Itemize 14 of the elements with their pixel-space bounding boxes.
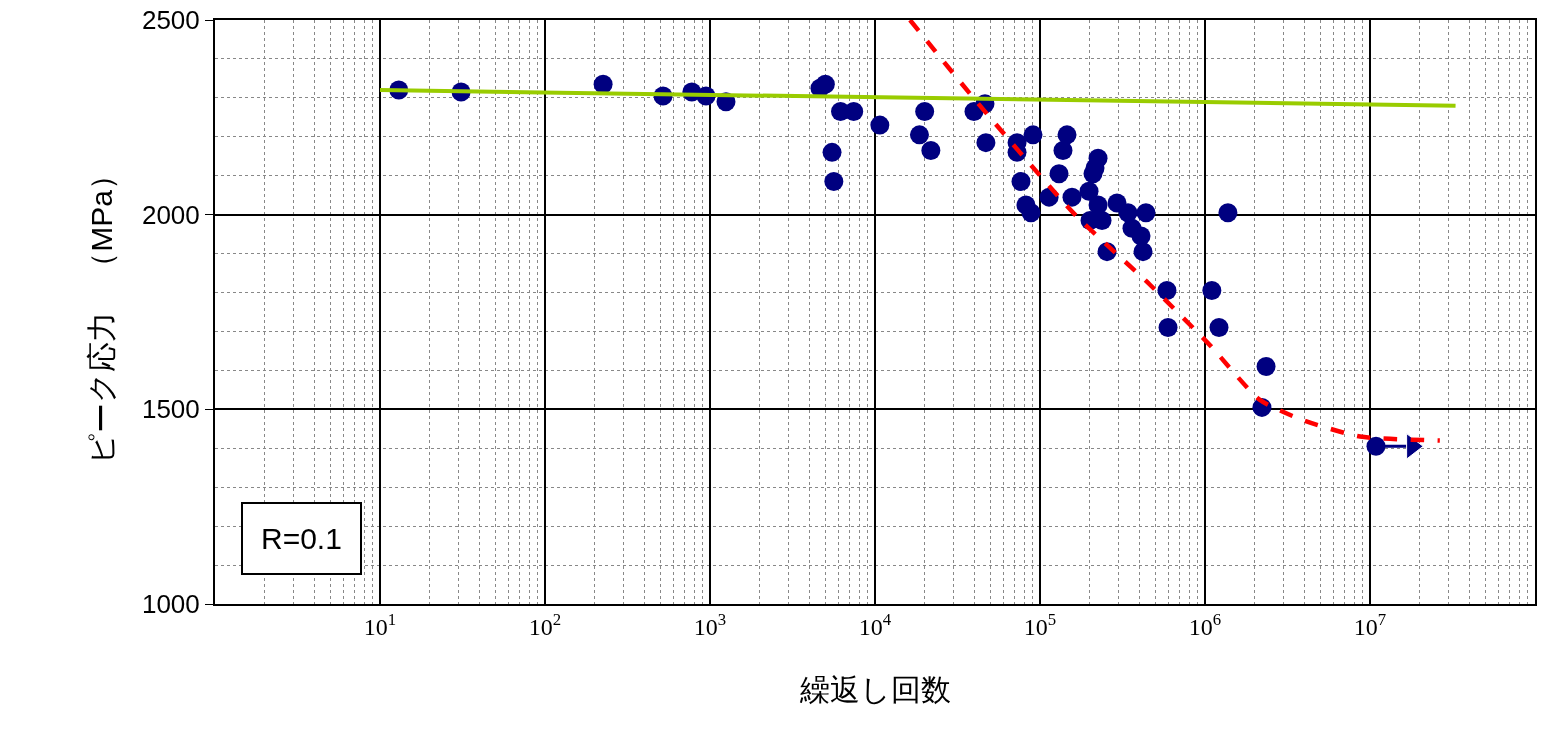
y-tick-label: 2000 [141,199,200,230]
x-tick-label: 10$^{7}$ [1353,609,1387,640]
y-axis-title: ピーク応力 （MPa） [85,160,119,464]
annotation: R=0.1 [261,522,342,555]
y-tick-label: 2500 [141,5,200,36]
x-tick-label: 10$^{4}$ [858,609,892,640]
x-tick-label: 10$^{2}$ [528,609,562,640]
y-tick-label: 1500 [141,394,200,425]
x-tick-label: 10$^{6}$ [1188,609,1222,640]
x-axis-title: 繰返し回数 [798,672,951,706]
x-tick-label: 10$^{5}$ [1023,609,1057,640]
x-tick-label: 10$^{1}$ [363,609,397,640]
y-tick-label: 1000 [141,589,200,620]
x-tick-label: 10$^{3}$ [693,609,727,640]
